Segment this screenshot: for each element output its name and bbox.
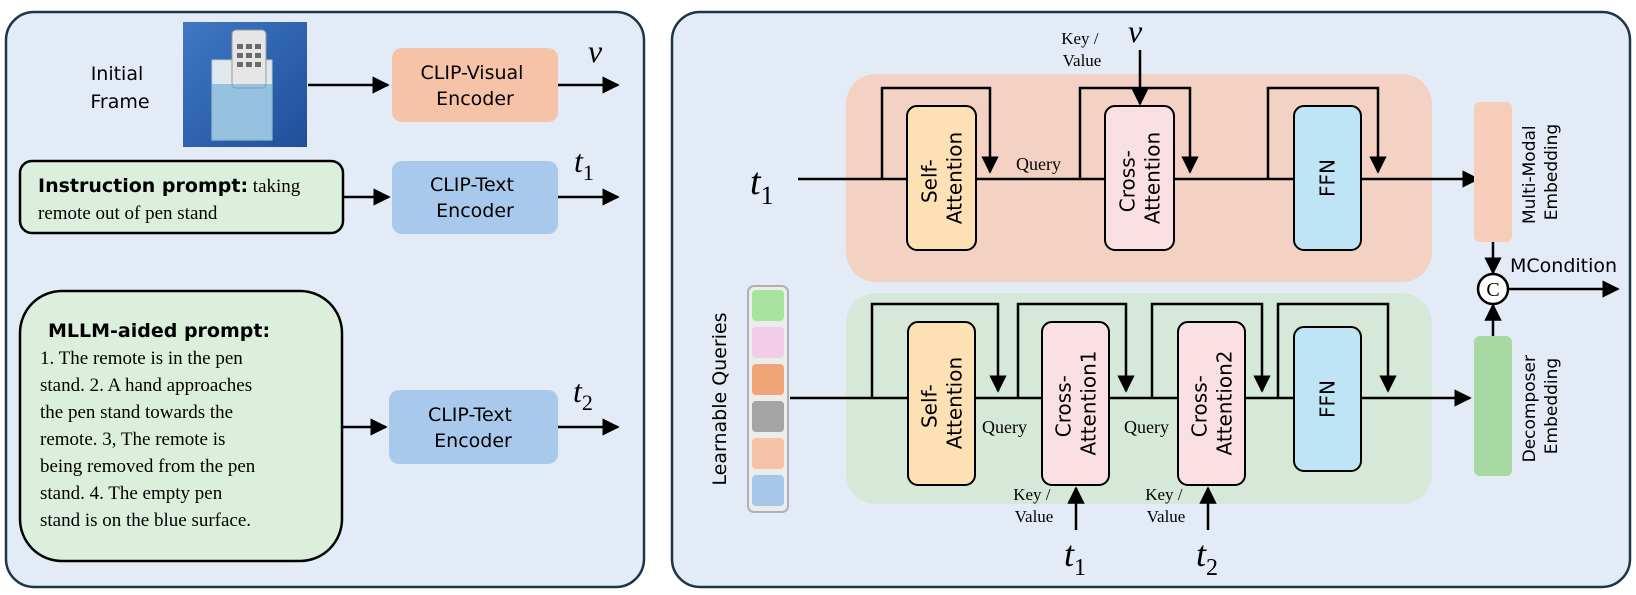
top-key-value-label: Key / Value [1061,29,1103,70]
t2-symbol-left: t2 [573,373,593,415]
mllm-line-6: stand. 4. The empty pen [40,483,223,504]
multimodal-embedding-label: Multi-Modal Embedding [1520,120,1562,224]
decomposer-embedding-label: Decomposer Embedding [1520,350,1562,463]
clip-visual-encoder-label: CLIP-Visual Encoder [420,62,529,110]
clip-visual-encoder [392,48,558,122]
bottom-ffn [1293,326,1362,472]
top-query-label: Query [1016,154,1061,174]
top-residual-1 [880,86,999,179]
v-symbol-top: v [1128,13,1143,49]
bottom-cross-attention2-label: Cross- Attention2 [1188,350,1237,455]
top-cross-attention-label: Cross- Attention [1116,132,1165,224]
top-residual-3 [1266,86,1387,179]
clip-text-encoder-2 [389,390,558,464]
top-self-attention [906,105,977,251]
bottom-self-attention [907,321,976,486]
bottom-residual-4 [1276,302,1397,398]
top-ffn [1293,105,1362,251]
initial-frame-label: Initial Frame [90,63,149,113]
t1-symbol-top: t1 [750,161,774,210]
t1-symbol-bottom: t1 [1064,534,1086,581]
mllm-line-3: the pen stand towards the [40,402,233,423]
top-self-attention-label: Self- Attention [918,132,967,224]
bottom-cross-attention1 [1041,321,1110,486]
v-symbol-left: v [588,33,603,69]
mllm-line-2: stand. 2. A hand approaches [40,375,252,396]
initial-frame-image [183,22,307,147]
query-token-4 [752,401,784,432]
query-token-2 [752,327,784,358]
t1-symbol-left: t1 [574,143,594,185]
learnable-queries-label: Learnable Queries [709,312,731,485]
multimodal-embedding [1474,102,1512,242]
decomposer-embedding [1474,336,1512,476]
bottom-residual-1 [870,302,1007,398]
clip-text-encoder-1 [392,161,558,234]
bottom-residual-2 [1016,302,1135,398]
bottom-key-value-label-1: Key / Value [1013,485,1055,526]
bottom-residual-3 [1150,302,1271,398]
concat-symbol: C [1486,279,1499,301]
mllm-prompt-text: 1. The remote is in the pen stand. 2. A … [40,348,256,531]
bottom-ffn-label: FFN [1316,380,1340,418]
mllm-line-1: 1. The remote is in the pen [40,348,243,369]
query-token-5 [752,438,784,469]
query-token-1 [752,290,784,321]
query-token-6 [752,475,784,506]
mllm-line-4: remote. 3, The remote is [40,429,225,450]
instruction-prompt-line2: remote out of pen stand [38,203,218,224]
bottom-cross-attention1-label: Cross- Attention1 [1052,350,1101,455]
mllm-line-7: stand is on the blue surface. [40,510,251,531]
clip-text-encoder-1-label: CLIP-Text Encoder [430,174,520,222]
bottom-cross-attention2 [1177,321,1246,486]
mllm-line-5: being removed from the pen [40,456,256,477]
bottom-key-value-label-2: Key / Value [1145,485,1187,526]
instruction-prompt-line1: Instruction prompt: taking [38,175,301,197]
top-ffn-label: FFN [1316,159,1340,197]
top-residual-2 [1078,86,1199,179]
bottom-query-label-1: Query [982,417,1027,437]
top-cross-attention [1104,105,1175,251]
mllm-prompt-label: MLLM-aided prompt: [48,320,270,342]
mcondition-label: MCondition [1510,255,1617,277]
clip-text-encoder-2-label: CLIP-Text Encoder [428,404,518,452]
t2-symbol-bottom: t2 [1196,534,1218,581]
bottom-self-attention-label: Self- Attention [918,357,967,449]
query-token-3 [752,364,784,395]
bottom-query-label-2: Query [1124,417,1169,437]
